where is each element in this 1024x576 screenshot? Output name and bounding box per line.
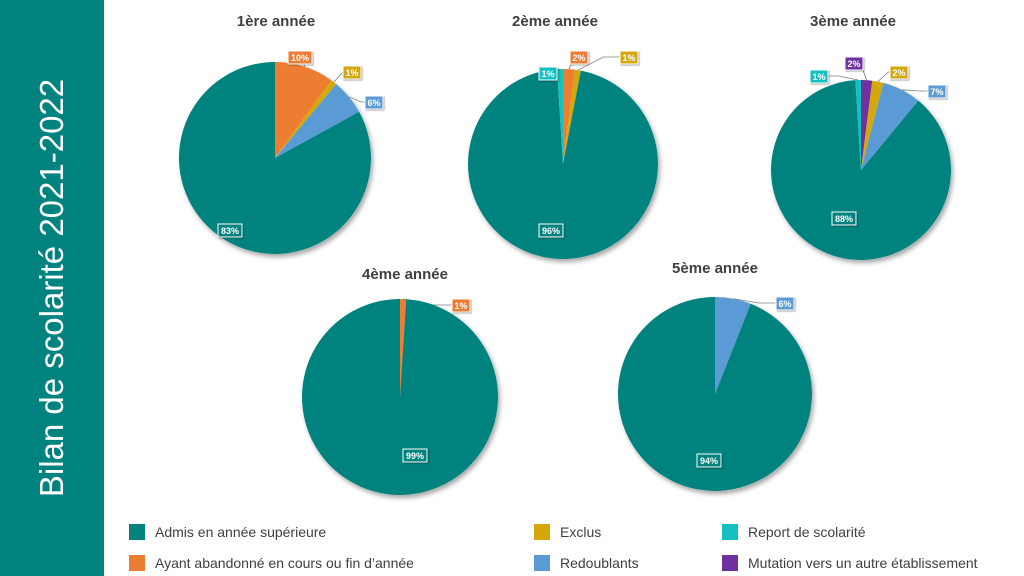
legend-swatch-abandon	[129, 555, 145, 571]
data-label-abandon: 1%	[454, 301, 467, 311]
chart-title-1: 1ère année	[236, 13, 316, 30]
pie-slice-mutation	[861, 80, 873, 170]
data-label-box	[775, 296, 795, 311]
legend-item-redoublants: Redoublants	[534, 555, 639, 571]
data-label-box	[342, 65, 362, 80]
data-label-abandon: 2%	[572, 53, 585, 63]
data-label-report: 1%	[812, 72, 825, 82]
data-label-redoublants: 6%	[367, 98, 380, 108]
legend-label-redoublants: Redoublants	[560, 555, 639, 571]
legend-item-mutation: Mutation vers un autre établissement	[722, 555, 978, 571]
pie-slice-admis	[617, 296, 812, 491]
pie-slice-redoublants	[861, 82, 919, 170]
pie-slice-report	[557, 69, 563, 164]
data-label-box	[217, 223, 243, 238]
data-label-box	[844, 56, 864, 71]
data-label-admis: 99%	[406, 451, 424, 461]
data-label-box	[696, 453, 722, 468]
legend-swatch-mutation	[722, 555, 738, 571]
pie-slice-admis	[301, 299, 498, 495]
legend-swatch-admis	[129, 524, 145, 540]
pie-chart-2: 2% 1% 96% 1%	[467, 50, 658, 259]
pie-slice-admis	[467, 69, 658, 259]
data-label-redoublants: 6%	[778, 299, 791, 309]
legend-label-exclus: Exclus	[560, 524, 602, 540]
data-label-admis: 88%	[835, 214, 853, 224]
legend-label-report: Report de scolarité	[748, 524, 866, 540]
pie-slice-report	[855, 80, 861, 170]
legend-item-exclus: Exclus	[534, 524, 601, 540]
data-label-box	[809, 69, 829, 84]
legend-item-admis: Admis en année supérieure	[129, 524, 326, 540]
data-label-exclus: 1%	[622, 53, 635, 63]
legend-label-mutation: Mutation vers un autre établissement	[748, 555, 978, 571]
pie-slice-exclus	[275, 80, 337, 158]
pie-slice-abandon	[563, 69, 575, 164]
data-label-box	[402, 448, 428, 463]
pie-slice-exclus	[563, 69, 581, 164]
chart-title-4: 4ème année	[362, 266, 448, 283]
legend-item-report: Report de scolarité	[722, 524, 866, 540]
data-label-box	[451, 298, 471, 313]
pie-slice-abandon	[275, 62, 332, 158]
pie-slice-admis	[179, 62, 372, 254]
data-label-box	[889, 65, 909, 80]
data-label-admis: 94%	[700, 456, 718, 466]
data-label-admis: 83%	[221, 226, 239, 236]
legend-item-abandon: Ayant abandonné en cours ou fin d’année	[129, 555, 414, 571]
data-label-report: 1%	[541, 69, 554, 79]
legend-swatch-redoublants	[534, 555, 550, 571]
chart-title-3: 3ème année	[810, 13, 896, 30]
pie-chart-3: 2% 2% 7% 88% 1%	[771, 56, 952, 260]
sidebar-band: Bilan de scolarité 2021-2022	[0, 0, 104, 576]
data-label-box	[364, 95, 384, 110]
data-label-box	[538, 66, 558, 81]
pie-chart-1: 10% 1% 6% 83%	[179, 50, 384, 254]
chart-title-2: 2ème année	[512, 13, 598, 30]
data-label-box	[619, 50, 639, 65]
pie-slice-redoublants	[715, 297, 751, 394]
data-label-redoublants: 7%	[930, 87, 943, 97]
legend-swatch-report	[722, 524, 738, 540]
pie-slice-admis	[771, 80, 952, 260]
legend-label-abandon: Ayant abandonné en cours ou fin d’année	[155, 555, 414, 571]
legend-label-admis: Admis en année supérieure	[155, 524, 327, 540]
data-label-box	[927, 84, 947, 99]
pie-chart-5: 6% 94%	[617, 296, 812, 491]
data-label-box	[287, 50, 313, 65]
chart-title-5: 5ème année	[672, 260, 758, 277]
pie-slice-exclus	[861, 80, 884, 170]
pie-chart-4: 1% 99%	[301, 298, 498, 495]
pie-slice-abandon	[400, 299, 407, 397]
data-label-mutation: 2%	[847, 59, 860, 69]
data-label-box	[831, 211, 857, 226]
data-label-admis: 96%	[542, 226, 560, 236]
data-label-box	[569, 50, 589, 65]
pie-slice-redoublants	[275, 84, 360, 158]
data-label-exclus: 2%	[892, 68, 905, 78]
legend-swatch-exclus	[534, 524, 550, 540]
data-label-abandon: 10%	[291, 53, 309, 63]
data-label-exclus: 1%	[345, 68, 358, 78]
data-label-box	[538, 223, 564, 238]
